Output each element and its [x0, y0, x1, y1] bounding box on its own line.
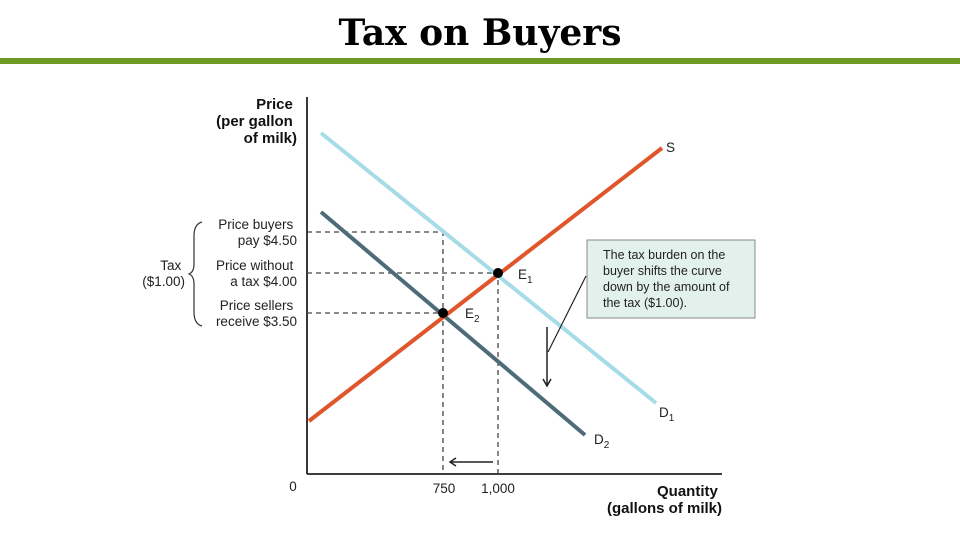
- e1-label: E1: [518, 267, 533, 286]
- tax-brace-icon: [187, 221, 203, 327]
- supply-label: S: [666, 140, 675, 155]
- callout-line: buyer shifts the curve: [603, 264, 722, 278]
- d2-label: D2: [594, 432, 610, 451]
- equilibrium-e1: [493, 268, 503, 278]
- e2-label: E2: [465, 306, 480, 325]
- x-tick-1000: 1,000: [481, 481, 515, 496]
- guide-no-tax-price: [307, 272, 499, 474]
- supply-curve: [307, 146, 664, 423]
- svg-text:The tax burden on the buye: The tax burden on the buyer shifts the c…: [603, 248, 733, 310]
- guide-buyers-price: [307, 231, 444, 474]
- demand-shift-arrow-icon: [542, 327, 552, 388]
- callout-line: The tax burden on the: [603, 248, 725, 262]
- callout-box: [586, 239, 756, 319]
- d1-label: D1: [659, 405, 675, 424]
- callout-pointer: [547, 275, 587, 353]
- equilibrium-e2: [438, 308, 448, 318]
- demand-curve-d1: [319, 131, 658, 405]
- x-axis-label: Quantity (gallons of milk): [607, 483, 722, 517]
- origin-label: 0: [289, 479, 297, 494]
- title-divider: [0, 58, 960, 64]
- x-tick-750: 750: [433, 481, 456, 496]
- demand-curve-d2: [319, 210, 587, 437]
- tax-label: Tax ($1.00): [142, 258, 185, 289]
- price-buyers-label: Price buyers pay $4.50: [218, 217, 297, 248]
- price-sellers-label: Price sellers receive $3.50: [216, 298, 297, 329]
- slide-title: Tax on Buyers: [338, 12, 622, 54]
- y-axis-label: Price (per gallon of milk): [216, 96, 297, 147]
- price-without-tax-label: Price without a tax $4.00: [216, 258, 297, 289]
- callout-line: the tax ($1.00).: [603, 296, 687, 310]
- quantity-decrease-arrow-icon: [448, 457, 493, 467]
- callout-line: down by the amount of: [603, 280, 730, 294]
